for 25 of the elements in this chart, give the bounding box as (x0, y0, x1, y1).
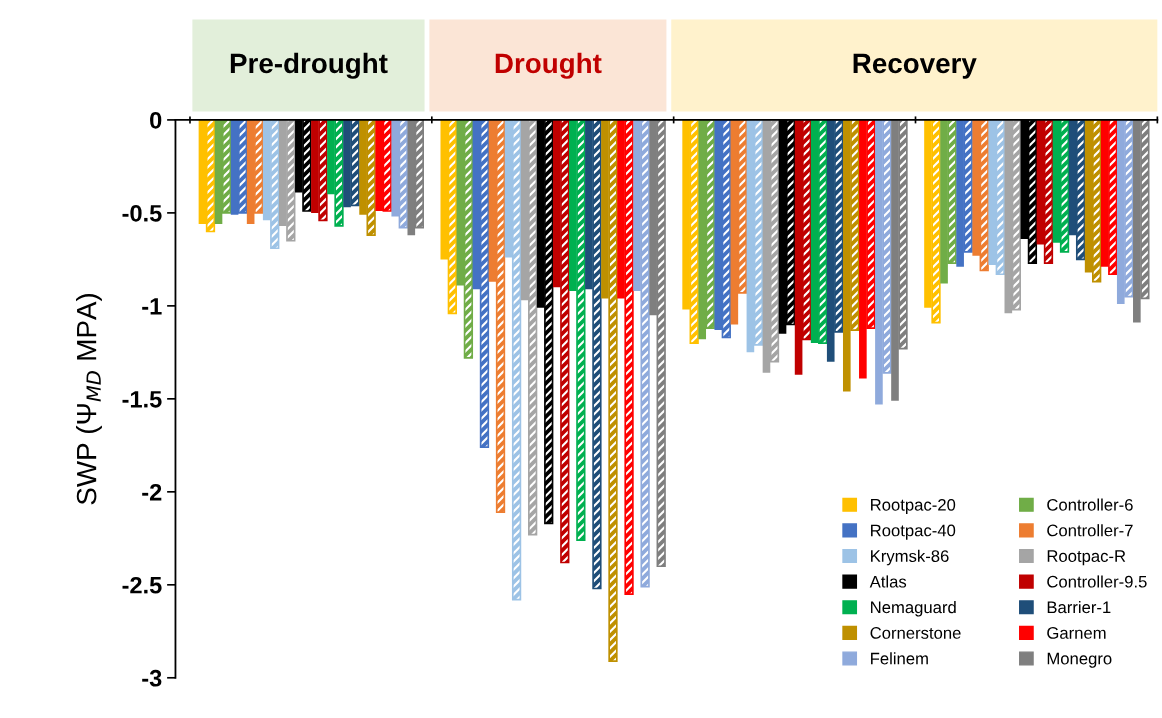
y-tick-label: -2 (142, 483, 162, 501)
legend-label: Garnem (1047, 627, 1106, 639)
legend-label: Krymsk-86 (871, 549, 949, 566)
legend-label: Cornerstone (870, 627, 961, 639)
legend-label: Monegro (1047, 652, 1112, 668)
y-tick-label: 0 (150, 111, 162, 129)
text: Drought (495, 52, 602, 79)
legend-label: Barrier-1 (1047, 601, 1111, 614)
legend-label: Felinem (871, 652, 928, 665)
legend-label: Atlas (869, 575, 907, 588)
legend-label: Controller-6 (1047, 498, 1133, 511)
y-tick-label: -3 (142, 669, 162, 687)
legend-label: Controller-7 (1047, 524, 1133, 537)
legend-label: Rootpac-R (1047, 550, 1126, 566)
y-tick-label: -1 (142, 298, 162, 315)
legend-label: Nemaguard (871, 601, 956, 617)
legend-label: Controller-9.5 (1047, 575, 1147, 588)
y-tick-label: -1.5 (122, 391, 162, 408)
y-axis-title: SWP (Ψ$_{MD}$ MPA) (76, 293, 102, 505)
text: Pre-drought (230, 52, 388, 79)
y-tick-label: -2.5 (122, 576, 162, 594)
legend-label: Rootpac-40 (871, 524, 956, 540)
text: Recovery (853, 53, 977, 79)
y-tick-label: -0.5 (122, 204, 162, 222)
legend-label: Rootpac-20 (871, 498, 956, 515)
